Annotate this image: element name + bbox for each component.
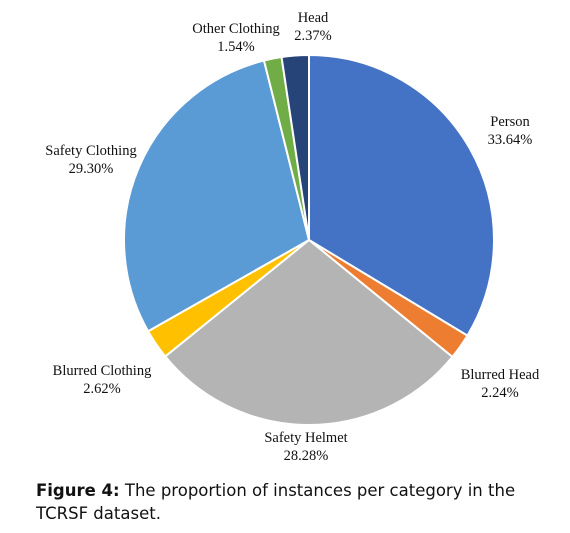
figure-caption: Figure 4: The proportion of instances pe… (36, 479, 556, 525)
pie-slice-safety-helmet (163, 238, 454, 426)
slice-label-percent: 33.64% (488, 132, 533, 148)
slice-label-percent: 1.54% (217, 39, 254, 55)
slice-label-percent: 2.24% (481, 385, 518, 401)
slice-label-percent: 2.37% (294, 28, 331, 44)
slice-label-safety-clothing: Safety Clothing 29.30% (45, 143, 136, 177)
slice-label-percent: 28.28% (284, 448, 329, 464)
slice-label-name: Safety Clothing (45, 143, 136, 159)
slice-label-percent: 2.62% (83, 381, 120, 397)
pie-chart: Person 33.64% Blurred Head 2.24% Safety Helm… (45, 10, 540, 464)
pie-slices (123, 53, 495, 426)
slice-labels: Person 33.64% Blurred Head 2.24% Safety Helm… (45, 10, 540, 464)
pie-slice-safety-clothing (123, 59, 311, 333)
slice-label-name: Blurred Head (461, 367, 540, 383)
slice-label-person: Person 33.64% (488, 114, 533, 148)
caption-figure-number: Figure 4: (36, 481, 120, 500)
slice-label-other-clothing: Other Clothing 1.54% (192, 21, 279, 55)
slice-label-blurred-head: Blurred Head 2.24% (461, 367, 540, 401)
slice-label-safety-helmet: Safety Helmet 28.28% (264, 430, 347, 464)
pie-slice-head (280, 53, 310, 241)
slice-label-name: Head (298, 10, 329, 26)
slice-label-percent: 29.30% (69, 161, 114, 177)
slice-label-name: Blurred Clothing (53, 363, 152, 379)
slice-label-name: Other Clothing (192, 21, 279, 37)
pie-slice-person (308, 53, 495, 337)
slice-label-head: Head 2.37% (294, 10, 331, 44)
slice-label-blurred-clothing: Blurred Clothing 2.62% (53, 363, 152, 397)
caption-text: The proportion of instances per category… (36, 481, 516, 523)
slice-label-name: Safety Helmet (264, 430, 347, 446)
slice-label-name: Person (490, 114, 530, 130)
